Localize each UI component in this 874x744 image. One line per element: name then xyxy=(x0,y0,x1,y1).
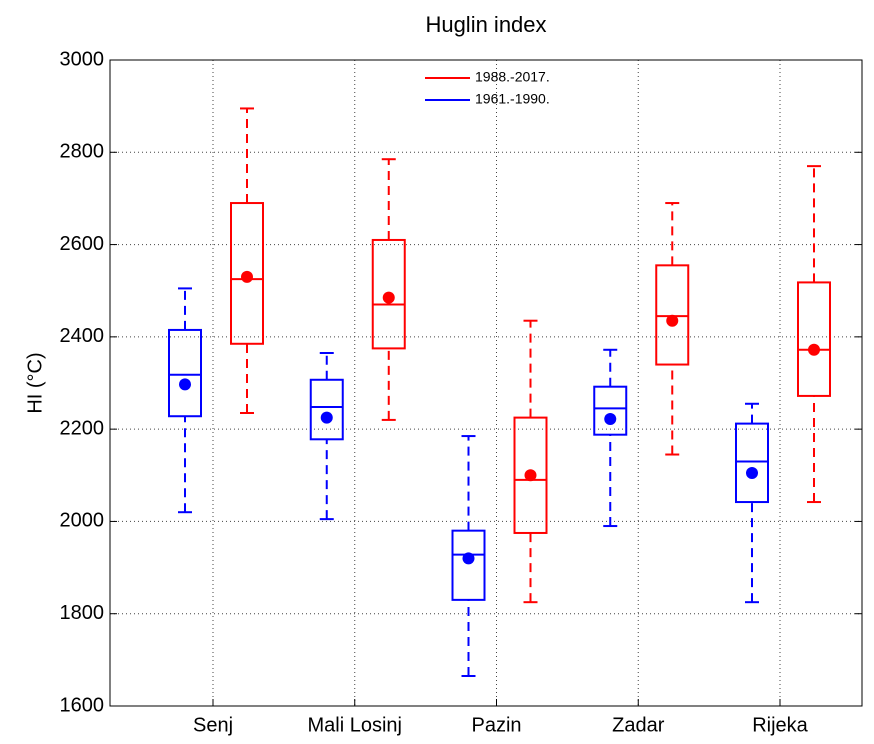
y-axis-label: HI (°C) xyxy=(24,352,46,413)
x-tick-label: Zadar xyxy=(612,714,665,736)
box xyxy=(230,202,264,345)
legend-label: 1961.-1990. xyxy=(475,91,550,107)
box xyxy=(309,378,344,441)
x-tick-label: Senj xyxy=(193,714,233,736)
box xyxy=(797,281,831,397)
x-tick-label: Rijeka xyxy=(752,714,808,736)
y-tick-label: 3000 xyxy=(60,48,105,70)
mean-point xyxy=(604,412,617,425)
x-tick-label: Pazin xyxy=(471,714,521,736)
mean-point xyxy=(241,270,253,283)
box xyxy=(371,238,406,350)
box xyxy=(168,328,202,418)
mean-point xyxy=(808,343,820,356)
box xyxy=(735,422,769,504)
box xyxy=(593,385,628,436)
box xyxy=(451,529,486,601)
plot-frame xyxy=(109,59,863,707)
legend-label: 1988.-2017. xyxy=(475,69,550,85)
mean-point xyxy=(462,552,475,565)
y-tick-label: 2600 xyxy=(60,233,105,255)
mean-point xyxy=(382,291,395,304)
mean-point xyxy=(746,466,758,479)
y-tick-label: 2200 xyxy=(60,417,105,439)
mean-point xyxy=(179,378,191,391)
x-tick-label: Mali Losinj xyxy=(308,714,402,736)
box xyxy=(513,416,548,534)
mean-point xyxy=(524,469,537,482)
y-tick-label: 2800 xyxy=(60,141,105,163)
chart-title: Huglin index xyxy=(425,12,546,37)
y-tick-label: 1600 xyxy=(60,694,105,716)
y-tick-label: 1800 xyxy=(60,602,105,624)
mean-point xyxy=(666,314,679,327)
y-tick-label: 2000 xyxy=(60,510,105,532)
box xyxy=(655,264,690,366)
mean-point xyxy=(320,411,333,424)
y-tick-label: 2400 xyxy=(60,325,105,347)
